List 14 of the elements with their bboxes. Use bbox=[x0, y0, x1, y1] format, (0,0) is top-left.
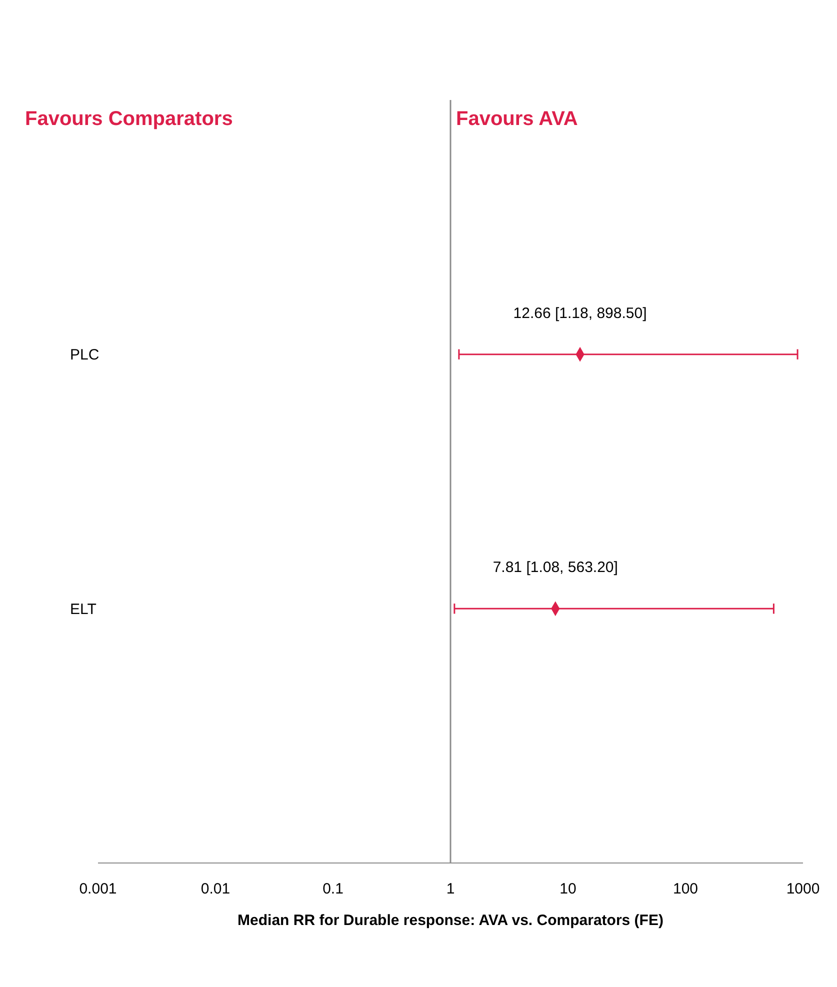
x-tick-label: 10 bbox=[560, 880, 576, 898]
data-label: 7.81 [1.08, 563.20] bbox=[492, 559, 618, 576]
data-label: 12.66 [1.18, 898.50] bbox=[513, 304, 647, 322]
x-axis-title: Median RR for Durable response: AVA vs. Comparators (FE) bbox=[238, 912, 664, 929]
x-tick-label: 0.001 bbox=[79, 880, 117, 898]
x-tick-label: 1000 bbox=[786, 880, 820, 898]
y-tick-label: PLC bbox=[70, 346, 100, 364]
annotation: Favours AVA bbox=[456, 108, 578, 131]
x-tick-label: 0.1 bbox=[322, 880, 344, 898]
y-tick-label: ELT bbox=[70, 600, 96, 618]
x-tick-label: 100 bbox=[672, 880, 698, 898]
annotation: Favours Comparators bbox=[25, 108, 233, 131]
x-tick-label: 1 bbox=[446, 880, 455, 898]
x-tick-label: 0.01 bbox=[200, 880, 230, 898]
